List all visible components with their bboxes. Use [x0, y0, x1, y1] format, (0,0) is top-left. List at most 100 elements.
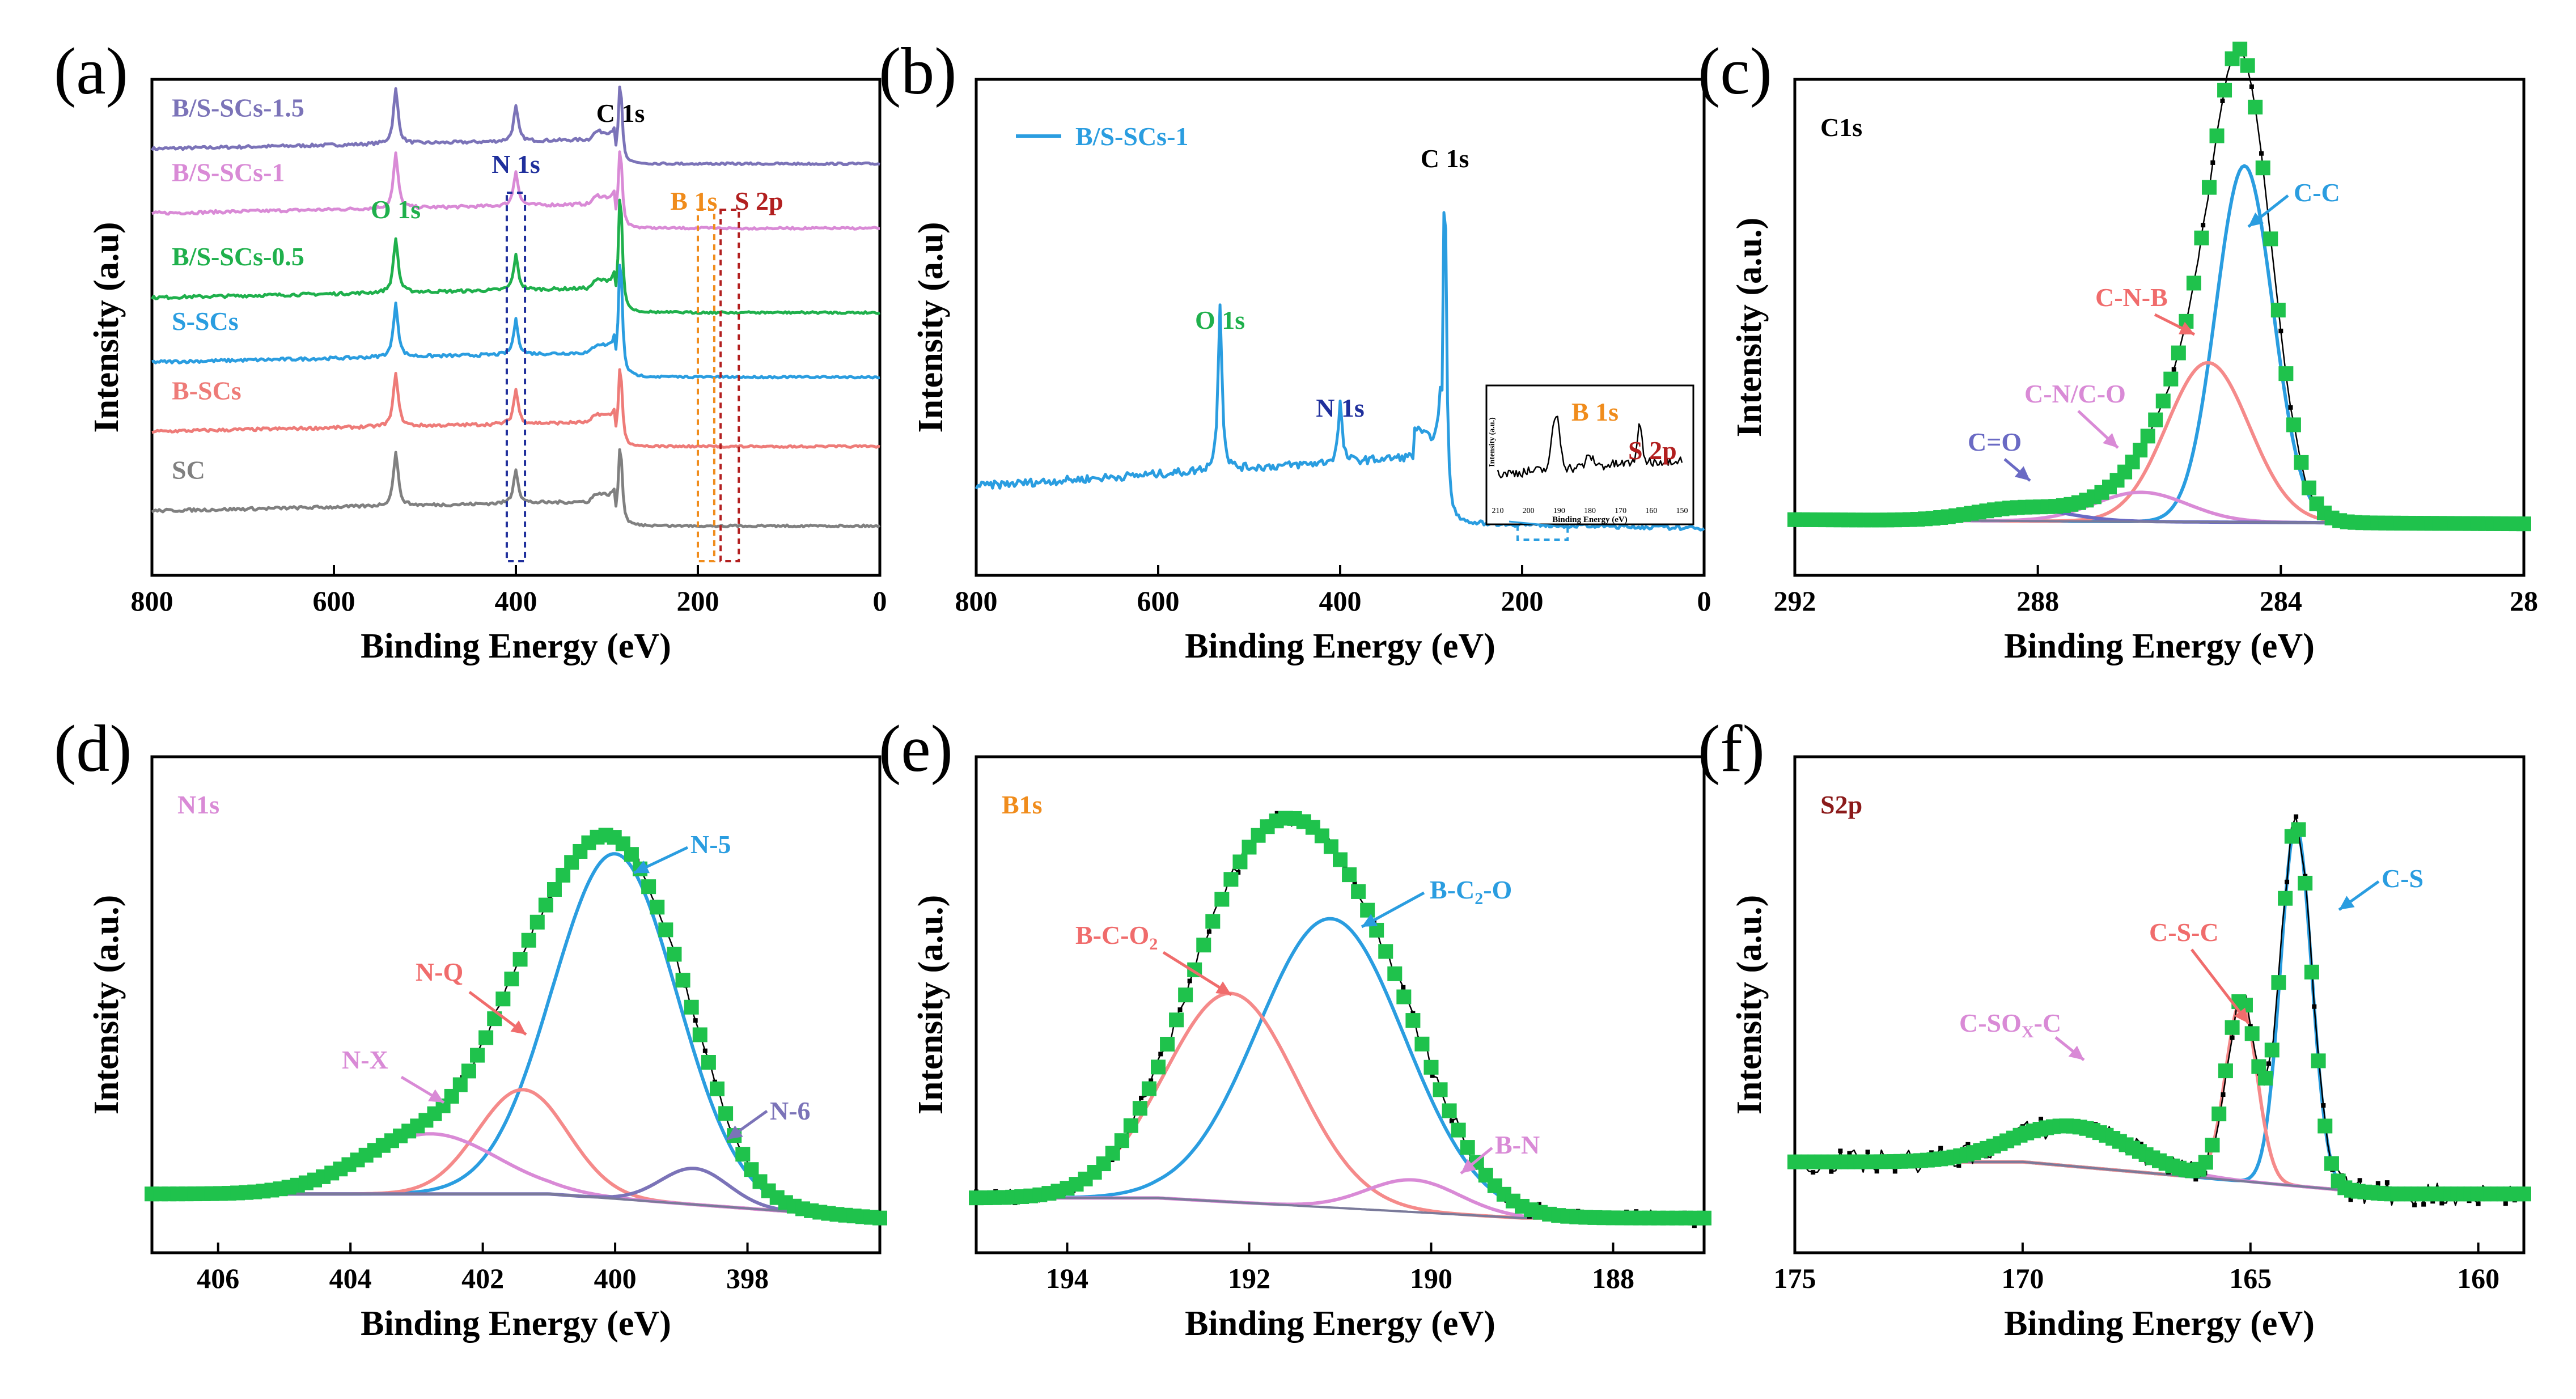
- envelope-marker: [2317, 1118, 2333, 1134]
- envelope-marker: [1451, 1122, 1466, 1138]
- envelope-marker: [2205, 1138, 2220, 1153]
- peak-label-B-C2-O-arrowhead: [1362, 914, 1378, 927]
- envelope-marker: [461, 1063, 476, 1079]
- series-label-B-S-SCs-0-5: B/S-SCs-0.5: [172, 242, 304, 271]
- envelope-marker: [2218, 1063, 2233, 1079]
- raw-data-point: [2412, 1202, 2417, 1207]
- x-tick-label-a: 200: [677, 585, 719, 617]
- peak-label-O-1s: O 1s: [371, 195, 421, 224]
- inset-x-axis-title: Binding Energy (eV): [1552, 515, 1628, 524]
- peak-label-C-SOx-C-arrowhead: [2068, 1045, 2084, 1060]
- envelope-marker: [1414, 1036, 1430, 1052]
- peak-label-B-C-O2-subscript: 2: [1149, 935, 1158, 953]
- x-tick-label-f: 160: [2457, 1262, 2499, 1294]
- peak-label-C-N-B-arrowhead: [2179, 321, 2194, 334]
- plot-frame-e: [975, 755, 1706, 1254]
- peak-label-B-N-text: B-N: [1495, 1130, 1540, 1159]
- envelope-marker: [1442, 1103, 1457, 1118]
- spectrum-line-B-S-SCs-1-5: [150, 86, 880, 166]
- envelope-marker: [529, 914, 545, 930]
- raw-data-point: [1187, 978, 1192, 983]
- peak-label-O-1s: O 1s: [1195, 306, 1245, 334]
- raw-data-point: [1692, 1223, 1697, 1228]
- peak-label-B-C-O2-arrowhead: [1215, 981, 1231, 995]
- raw-data-point: [1401, 985, 1406, 990]
- envelope-marker: [2270, 303, 2286, 318]
- inset-peak-label-S-2p: S 2p: [1628, 436, 1677, 465]
- inset-spectrum-line: [1497, 416, 1683, 478]
- envelope-marker: [2148, 412, 2163, 427]
- x-tick-label-d: 400: [594, 1262, 637, 1294]
- envelope-marker: [2271, 975, 2286, 990]
- raw-data-point: [1874, 1169, 1879, 1174]
- x-tick-label-b: 0: [1697, 585, 1711, 617]
- raw-data-point: [2288, 405, 2293, 410]
- peak-label-B-N: B-N: [1495, 1130, 1540, 1159]
- peak-label-C-N-C-O-arrowhead: [2103, 433, 2118, 448]
- raw-data-point: [2503, 1201, 2508, 1206]
- envelope-marker: [2248, 99, 2263, 115]
- peak-label-N-Q-text: N-Q: [416, 957, 463, 986]
- raw-data-point: [2201, 223, 2206, 228]
- envelope-marker: [718, 1106, 734, 1121]
- raw-data-point: [2259, 151, 2264, 156]
- inset-tick-label: 160: [1645, 507, 1657, 515]
- y-axis-title-f: Intensity (a.u.): [1730, 895, 1769, 1115]
- envelope-marker: [2201, 180, 2217, 195]
- raw-data-point: [2249, 84, 2254, 89]
- envelope-marker: [1178, 987, 1193, 1003]
- x-tick-label-c: 28: [2510, 585, 2538, 617]
- spectrum-line-SC: [151, 448, 881, 528]
- envelope-marker: [2133, 442, 2148, 457]
- panel-title-e: B1s: [1002, 790, 1043, 819]
- x-tick-label-f: 170: [2001, 1262, 2044, 1294]
- envelope-marker: [2211, 1107, 2227, 1122]
- envelope-marker: [2516, 1186, 2531, 1202]
- panel-title-c: C1s: [1820, 113, 1862, 142]
- inset-tick-label: 180: [1584, 507, 1596, 515]
- peak-label-N-5-arrowhead: [634, 860, 650, 874]
- envelope-marker: [538, 897, 553, 913]
- envelope-marker: [701, 1055, 716, 1070]
- peak-label-C-1s: C 1s: [1421, 144, 1469, 173]
- x-tick-label-e: 190: [1410, 1262, 1452, 1294]
- envelope-marker: [1141, 1081, 1156, 1096]
- x-axis-title-a: Binding Energy (eV): [361, 627, 671, 665]
- inset-y-axis-title: Intensity (a.u.): [1488, 417, 1497, 467]
- panel-label-c: (c): [1698, 34, 1772, 108]
- peak-label-C-S-text: C-S: [2382, 864, 2424, 893]
- envelope-marker: [872, 1210, 887, 1226]
- peak-label-N-X-text: N-X: [342, 1045, 388, 1074]
- raw-data-point: [2220, 98, 2225, 103]
- peak-label-C-1s: C 1s: [596, 99, 645, 128]
- x-tick-label-e: 188: [1592, 1262, 1634, 1294]
- peak-label-B-C2-O-subscript: 2: [1475, 889, 1483, 908]
- x-tick-label-d: 404: [329, 1262, 372, 1294]
- envelope-marker: [2163, 371, 2179, 387]
- inset-connector: [1509, 520, 1568, 528]
- peak-label-B-C2-O-text2: -O: [1483, 875, 1512, 904]
- raw-data-point: [2193, 1177, 2198, 1182]
- envelope-marker: [2217, 82, 2232, 97]
- raw-data-point: [693, 1018, 698, 1023]
- inset-tick-label: 150: [1676, 507, 1688, 515]
- raw-data-point: [1965, 1142, 1971, 1147]
- legend-label: B/S-SCs-1: [1075, 122, 1188, 151]
- x-tick-label-c: 288: [2016, 585, 2059, 617]
- raw-data-point: [2266, 1061, 2271, 1066]
- x-tick-label-e: 194: [1046, 1262, 1088, 1294]
- peak-label-C-SOx-C-subscript: X: [2022, 1023, 2034, 1041]
- raw-data-point: [1449, 1118, 1454, 1124]
- x-tick-label-c: 284: [2260, 585, 2302, 617]
- peak-label-C-S-C-text: C-S-C: [2149, 918, 2219, 947]
- x-axis-title-c: Binding Energy (eV): [2004, 627, 2315, 665]
- raw-data-point: [2384, 1180, 2389, 1185]
- peak-label-C-S-arrowhead: [2339, 896, 2355, 910]
- peak-label-N-6-arrowhead: [727, 1125, 743, 1139]
- envelope-marker: [2291, 822, 2306, 837]
- series-label-B-SCs: B-SCs: [172, 376, 242, 405]
- envelope-marker: [556, 867, 571, 883]
- envelope-marker: [2198, 1155, 2213, 1170]
- peak-label-C-SOx-C-text: C-SO: [1959, 1008, 2022, 1037]
- peak-label-C-N-B-text: C-N-B: [2095, 283, 2168, 312]
